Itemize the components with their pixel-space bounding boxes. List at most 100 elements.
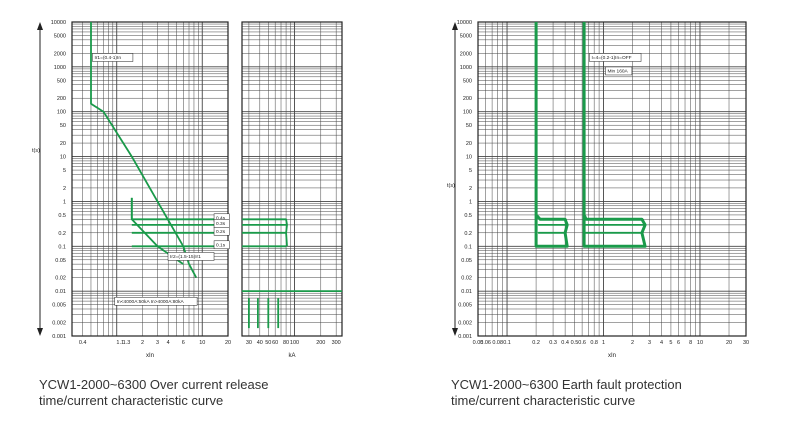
y-tick-label: 0.5 [464,213,472,219]
x-tick-label: 0.4 [561,340,569,346]
x-tick-label: 60 [272,340,278,346]
y-tick-label: 2 [469,186,472,192]
x-tick-label: 20 [726,340,732,346]
annotation-label: Ir1=(0.4-1)In [95,55,122,61]
x-tick-label: 300 [332,340,341,346]
y-tick-label: 0.001 [458,334,472,340]
x-tick-label: 0.1 [503,340,511,346]
y-tick-label: 1000 [54,65,66,71]
y-tick-label: 20 [60,141,66,147]
y-tick-label: 0.01 [461,289,472,295]
annotation-label: 0.2s [216,229,226,235]
annotation-box [605,66,633,76]
y-axis-arrow-down [452,328,458,336]
x-tick-label: 30 [246,340,252,346]
x-tick-label: 8 [689,340,692,346]
annotation-box [213,240,230,250]
annotation-label: Ir2=(1.5-15)Ir1 [170,254,201,260]
y-tick-label: 5 [469,168,472,174]
y-tick-label: 5000 [460,34,472,40]
y-tick-label: 2000 [460,51,472,57]
x-tick-label: 200 [316,340,325,346]
curve-line [90,22,197,279]
x-tick-label: 5 [669,340,672,346]
caption-line-1: YCW1-2000~6300 Over current release [39,377,269,392]
y-tick-label: 50 [466,123,472,129]
y-tick-label: 1000 [460,65,472,71]
x-tick-label: 2 [141,340,144,346]
y-tick-label: 0.05 [461,258,472,264]
y-tick-label: 5 [63,168,66,174]
x-tick-label: 1 [602,340,605,346]
y-tick-label: 0.005 [52,303,66,309]
y-axis-label: t(s) [32,148,40,154]
curve-line [534,22,569,248]
annotation-box [167,252,215,261]
y-tick-label: 2 [63,186,66,192]
y-tick-label: 0.05 [55,258,66,264]
y-tick-label: 100 [57,110,66,116]
x-tick-label: 0.2 [532,340,540,346]
x-tick-label: 6 [677,340,680,346]
y-axis-label: t(s) [447,183,455,189]
plot-panel-0: 0.050.06 0.08 0.1 0.2 0.3 0.4 0.5 0.6 0.8 1 2 3 4 5 6 8… [473,21,749,359]
earth-fault-chart: t(s)100005000200010005002001005020105210… [447,20,749,359]
caption-line-2: time/current characteristic curve [451,393,636,408]
y-tick-label: 10000 [51,20,66,26]
x-tick-label: 3 [156,340,159,346]
annotation-label: 0.1s [216,242,226,248]
y-tick-label: 0.1 [464,244,472,250]
x-tick-label: 50 [265,340,271,346]
x-tick-label: 0.4 [79,340,87,346]
y-tick-label: 0.005 [458,303,472,309]
x-axis-label: xIn [146,353,154,359]
curve-line [582,22,647,248]
y-axis-arrow-down [37,328,43,336]
caption-line-2: time/current characteristic curve [39,393,224,408]
y-tick-label: 100 [463,110,472,116]
annotation-label: 0.4s [216,215,226,221]
overcurrent-chart-caption: YCW1-2000~6300 Over current release time… [39,377,268,409]
y-tick-label: 500 [57,78,66,84]
plot-panel-0: 0.4 1.11.3 2 3 4 6 10 20 xIn Ir1=(0.4-1)In Ir2=(1.… [71,21,231,359]
plot-frame [71,21,229,337]
annotation-box [92,53,134,62]
y-tick-label: 0.002 [458,320,472,326]
y-tick-label: 0.2 [464,231,472,237]
y-axis-arrow-up [37,22,43,30]
x-tick-label: 0.5 [571,340,579,346]
x-axis-label: xIn [608,353,616,359]
x-tick-label: 2 [631,340,634,346]
y-tick-label: 10000 [457,20,472,26]
y-tick-label: 0.002 [52,320,66,326]
x-tick-label: 0.8 [590,340,598,346]
x-tick-label: 3 [648,340,651,346]
x-tick-label: 0.05 [473,340,484,346]
annotation-box [589,53,642,62]
x-tick-label: 0.6 [578,340,586,346]
annotation-label: Min 160A [607,68,628,74]
y-tick-label: 1 [63,199,66,205]
plot-frame [241,21,343,337]
plot-frame [477,21,747,337]
x-tick-label: 6 [182,340,185,346]
x-tick-label: 4 [167,340,170,346]
x-tick-label: 0.3 [549,340,557,346]
y-tick-label: 200 [463,96,472,102]
y-axis-arrow-up [452,22,458,30]
y-tick-label: 5000 [54,34,66,40]
x-tick-label: 80 [283,340,289,346]
caption-line-1: YCW1-2000~6300 Earth fault protection [451,377,682,392]
y-tick-label: 0.01 [55,289,66,295]
x-tick-label: 100 [290,340,299,346]
y-tick-label: 0.001 [52,334,66,340]
annotation-box [114,297,198,306]
x-tick-label: 0.06 [480,340,491,346]
annotation-label: In<4000A:50kA In>4000A:80kA [117,299,185,305]
y-tick-label: 1 [469,199,472,205]
y-tick-label: 200 [57,96,66,102]
plot-panel-1: 30 40 50 60 80 100 200 300 kA [241,21,343,359]
annotation-box [213,227,230,236]
x-tick-label: 40 [257,340,263,346]
